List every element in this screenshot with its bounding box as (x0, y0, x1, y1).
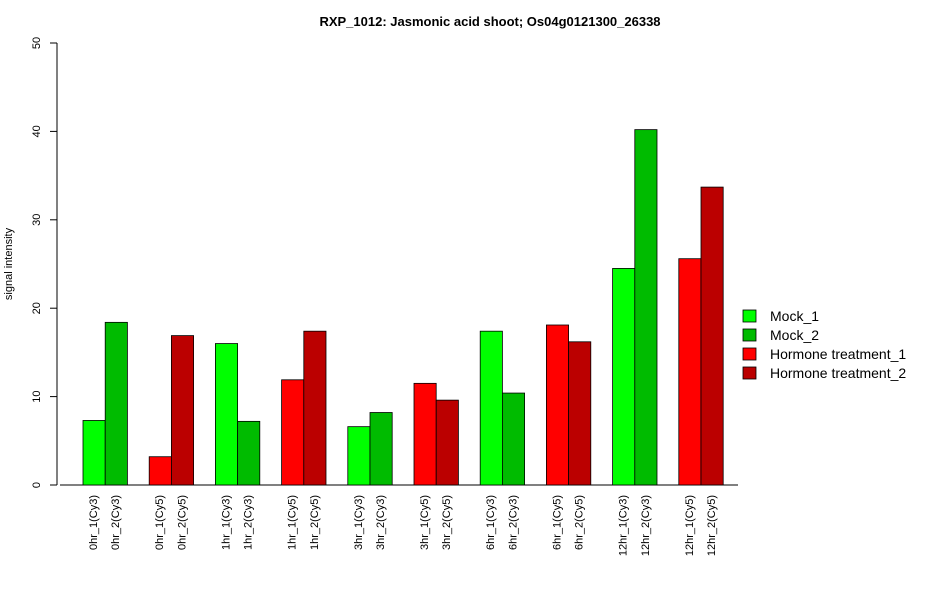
legend-swatch (742, 309, 757, 323)
bar (501, 392, 525, 486)
bar (479, 330, 503, 486)
x-tick-label: 6hr_2(Cy5) (574, 495, 586, 550)
x-tick-label: 6hr_1(Cy5) (551, 495, 563, 550)
y-tick-label: 30 (31, 214, 43, 226)
bar (170, 335, 194, 486)
x-tick-label: 0hr_1(Cy3) (88, 495, 100, 550)
y-axis: 0 10 20 30 40 50 (31, 37, 58, 488)
x-tick-label: 1hr_2(Cy5) (309, 495, 321, 550)
bar (700, 186, 724, 486)
x-tick-label: 0hr_2(Cy3) (110, 495, 122, 550)
bar (678, 258, 702, 486)
x-tick-label: 3hr_2(Cy3) (375, 495, 387, 550)
legend-swatch (742, 328, 757, 342)
y-tick-label: 10 (31, 390, 43, 402)
legend-label: Mock_1 (770, 308, 819, 324)
legend-swatch (742, 366, 757, 380)
x-tick-label: 3hr_2(Cy5) (441, 495, 453, 550)
legend-label: Hormone treatment_1 (770, 346, 906, 362)
bar (369, 412, 393, 486)
legend-label: Mock_2 (770, 327, 819, 343)
bar (435, 399, 459, 486)
y-axis-title: signal intensity (3, 227, 15, 300)
bar (347, 426, 371, 486)
bar (612, 268, 636, 486)
bar (104, 321, 128, 486)
bars-group (82, 129, 724, 486)
x-tick-label: 12hr_2(Cy3) (640, 495, 652, 556)
y-tick-label: 50 (31, 37, 43, 49)
bar (237, 420, 261, 486)
bar (281, 379, 305, 486)
x-tick-label: 12hr_2(Cy5) (706, 495, 718, 556)
x-tick-label: 1hr_2(Cy3) (243, 495, 255, 550)
legend-swatch (742, 347, 757, 361)
bar (148, 456, 172, 486)
bar (303, 330, 327, 486)
x-tick-label: 0hr_2(Cy5) (176, 495, 188, 550)
bar (82, 420, 106, 486)
x-tick-label: 1hr_1(Cy5) (287, 495, 299, 550)
x-tick-label: 12hr_1(Cy3) (618, 495, 630, 556)
y-tick-label: 0 (31, 482, 43, 488)
x-tick-label: 3hr_1(Cy5) (419, 495, 431, 550)
x-tick-label: 3hr_1(Cy3) (353, 495, 365, 550)
x-tick-label: 0hr_1(Cy5) (154, 495, 166, 550)
legend-label: Hormone treatment_2 (770, 365, 906, 381)
bar (546, 324, 570, 486)
x-tick-label: 12hr_1(Cy5) (684, 495, 696, 556)
bar (413, 382, 437, 486)
x-tick-labels: 0hr_1(Cy3) 0hr_2(Cy3) 0hr_1(Cy5) 0hr_2(Cy5)… (88, 495, 718, 556)
bar (634, 129, 658, 486)
y-tick-label: 20 (31, 302, 43, 314)
x-tick-label: 6hr_1(Cy3) (485, 495, 497, 550)
chart-title: RXP_1012: Jasmonic acid shoot; Os04g0121… (319, 14, 660, 29)
y-tick-label: 40 (31, 125, 43, 137)
bar (568, 341, 592, 486)
bar (214, 343, 238, 486)
x-tick-label: 6hr_2(Cy3) (507, 495, 519, 550)
x-tick-label: 1hr_1(Cy3) (220, 495, 232, 550)
legend: Mock_1 Mock_2 Hormone treatment_1 Hormone t… (742, 308, 906, 381)
